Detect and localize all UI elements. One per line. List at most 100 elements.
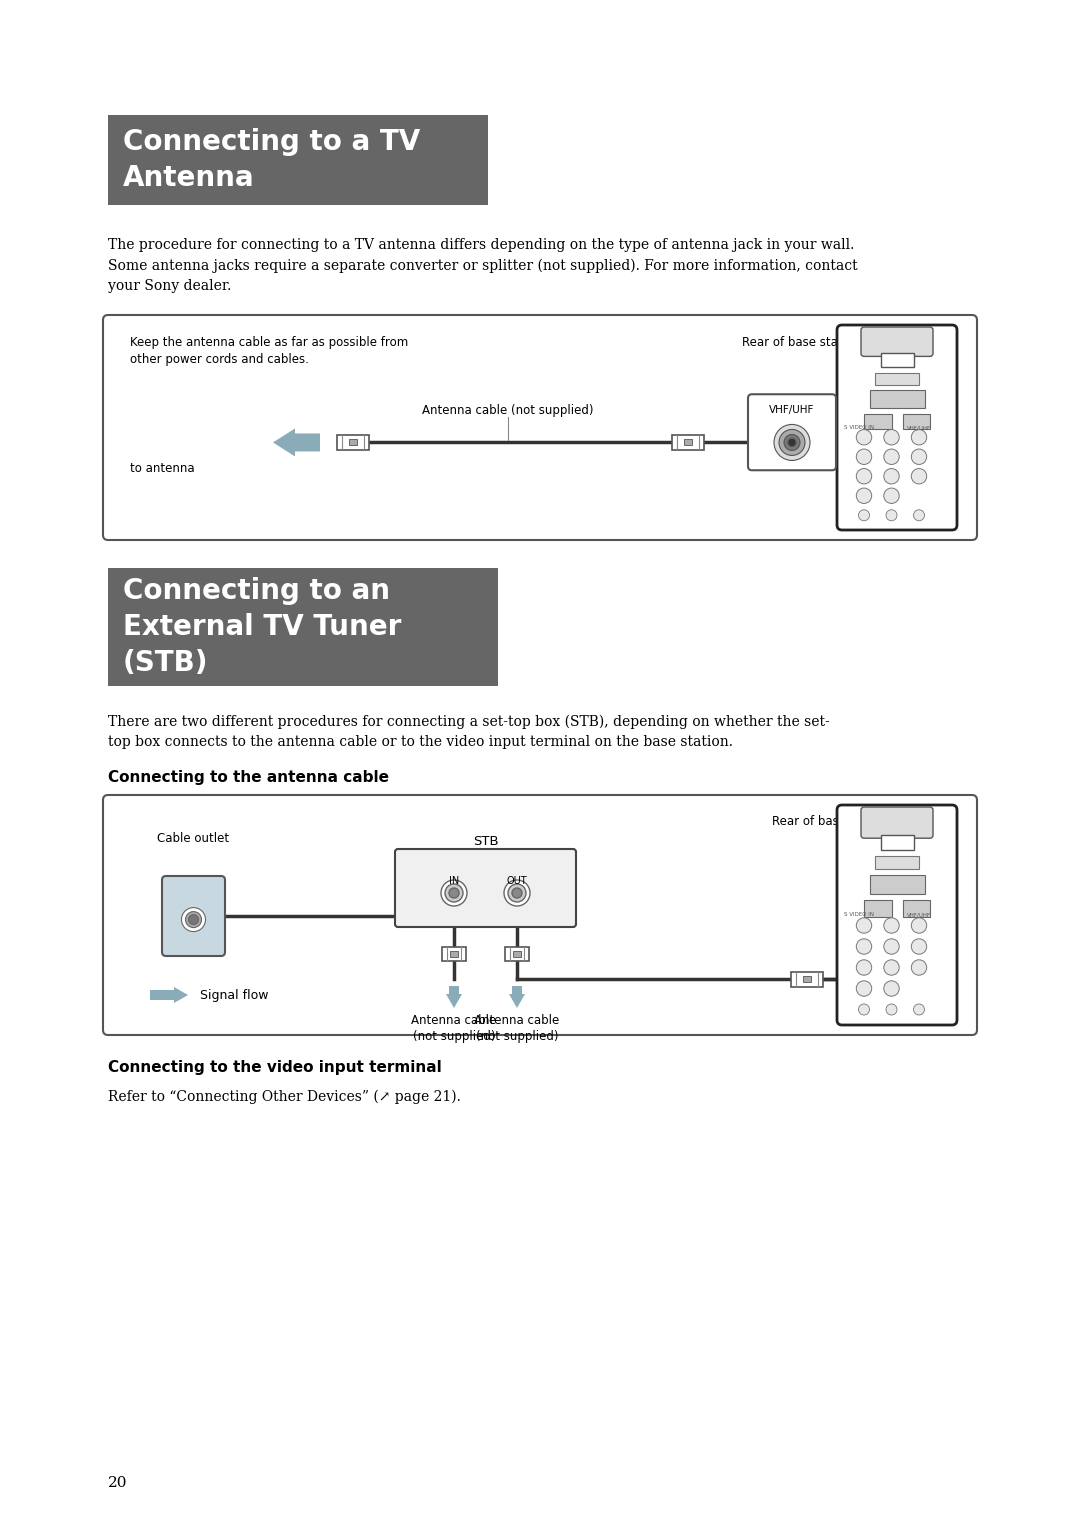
Circle shape	[449, 888, 459, 898]
Text: Rear of base station: Rear of base station	[772, 814, 891, 828]
Text: S VIDEO IN: S VIDEO IN	[843, 425, 874, 429]
Circle shape	[189, 915, 199, 924]
Text: VHF/UHF: VHF/UHF	[907, 912, 931, 917]
Bar	[880, 353, 914, 367]
Text: OUT: OUT	[507, 876, 527, 886]
Circle shape	[856, 429, 872, 445]
Text: Antenna cable (not supplied): Antenna cable (not supplied)	[422, 405, 594, 417]
Circle shape	[912, 449, 927, 465]
Bar	[880, 836, 914, 850]
Circle shape	[883, 960, 900, 975]
Circle shape	[856, 469, 872, 484]
Text: IN: IN	[449, 876, 459, 886]
FancyArrow shape	[446, 986, 462, 1008]
Circle shape	[512, 888, 522, 898]
FancyBboxPatch shape	[108, 568, 498, 686]
Circle shape	[859, 510, 869, 521]
Circle shape	[779, 429, 805, 455]
Circle shape	[912, 960, 927, 975]
Text: Cable outlet: Cable outlet	[158, 833, 230, 845]
Circle shape	[856, 981, 872, 996]
Circle shape	[886, 1004, 897, 1015]
Circle shape	[856, 449, 872, 465]
FancyBboxPatch shape	[861, 327, 933, 356]
Bar	[684, 440, 692, 446]
Text: S VIDEO IN: S VIDEO IN	[843, 912, 874, 917]
FancyArrow shape	[509, 986, 525, 1008]
Bar	[875, 856, 919, 869]
Circle shape	[859, 1004, 869, 1015]
Text: Connecting to a TV
Antenna: Connecting to a TV Antenna	[123, 128, 420, 193]
Text: Antenna cable
(not supplied): Antenna cable (not supplied)	[474, 1015, 559, 1044]
Text: The procedure for connecting to a TV antenna differs depending on the type of an: The procedure for connecting to a TV ant…	[108, 238, 858, 293]
FancyArrow shape	[150, 987, 188, 1002]
FancyBboxPatch shape	[395, 850, 576, 927]
Circle shape	[856, 918, 872, 934]
Bar	[864, 900, 891, 917]
Bar	[505, 947, 529, 961]
Text: Rear of base station: Rear of base station	[742, 336, 861, 348]
Circle shape	[856, 960, 872, 975]
Bar	[672, 435, 704, 451]
Text: Refer to “Connecting Other Devices” (↗ page 21).: Refer to “Connecting Other Devices” (↗ p…	[108, 1089, 461, 1105]
Bar	[450, 950, 458, 957]
Text: Antenna cable
(not supplied): Antenna cable (not supplied)	[411, 1015, 497, 1044]
Circle shape	[912, 938, 927, 953]
Bar	[869, 391, 924, 408]
Bar	[903, 414, 930, 429]
FancyBboxPatch shape	[837, 805, 957, 1025]
FancyBboxPatch shape	[108, 115, 488, 205]
FancyBboxPatch shape	[162, 876, 225, 957]
Circle shape	[883, 918, 900, 934]
Circle shape	[912, 918, 927, 934]
Bar	[869, 876, 924, 894]
Circle shape	[886, 510, 897, 521]
Circle shape	[774, 425, 810, 460]
Circle shape	[441, 880, 467, 906]
Bar	[804, 976, 811, 983]
Circle shape	[788, 439, 796, 446]
Circle shape	[883, 429, 900, 445]
FancyBboxPatch shape	[103, 795, 977, 1034]
Bar	[903, 900, 930, 917]
Circle shape	[914, 510, 924, 521]
Circle shape	[186, 912, 202, 927]
Circle shape	[784, 434, 800, 451]
Text: Connecting to the antenna cable: Connecting to the antenna cable	[108, 770, 389, 785]
FancyBboxPatch shape	[748, 394, 836, 471]
Circle shape	[883, 469, 900, 484]
FancyBboxPatch shape	[861, 807, 933, 839]
Text: STB: STB	[473, 834, 498, 848]
Circle shape	[508, 885, 526, 902]
Circle shape	[883, 938, 900, 953]
Bar	[442, 947, 465, 961]
Text: VHF/UHF: VHF/UHF	[907, 425, 931, 429]
Circle shape	[883, 449, 900, 465]
Bar	[791, 972, 823, 987]
Bar	[349, 440, 357, 446]
FancyArrow shape	[273, 428, 320, 457]
Text: Signal flow: Signal flow	[200, 989, 269, 1001]
Circle shape	[912, 469, 927, 484]
Text: to antenna: to antenna	[130, 463, 194, 475]
Bar	[875, 373, 919, 385]
Circle shape	[445, 885, 463, 902]
Circle shape	[914, 1004, 924, 1015]
Text: 20: 20	[108, 1476, 127, 1490]
Circle shape	[912, 429, 927, 445]
Text: VHF/UHF: VHF/UHF	[769, 405, 814, 416]
Circle shape	[181, 908, 205, 932]
Text: Connecting to an
External TV Tuner
(STB): Connecting to an External TV Tuner (STB)	[123, 578, 402, 677]
Text: There are two different procedures for connecting a set-top box (STB), depending: There are two different procedures for c…	[108, 715, 829, 749]
Text: Keep the antenna cable as far as possible from
other power cords and cables.: Keep the antenna cable as far as possibl…	[130, 336, 408, 367]
FancyBboxPatch shape	[103, 315, 977, 539]
Circle shape	[883, 981, 900, 996]
Circle shape	[856, 938, 872, 953]
FancyBboxPatch shape	[837, 325, 957, 530]
Bar	[864, 414, 891, 429]
Text: Connecting to the video input terminal: Connecting to the video input terminal	[108, 1060, 442, 1076]
Bar	[513, 950, 521, 957]
Circle shape	[883, 487, 900, 503]
Circle shape	[856, 487, 872, 503]
Circle shape	[504, 880, 530, 906]
